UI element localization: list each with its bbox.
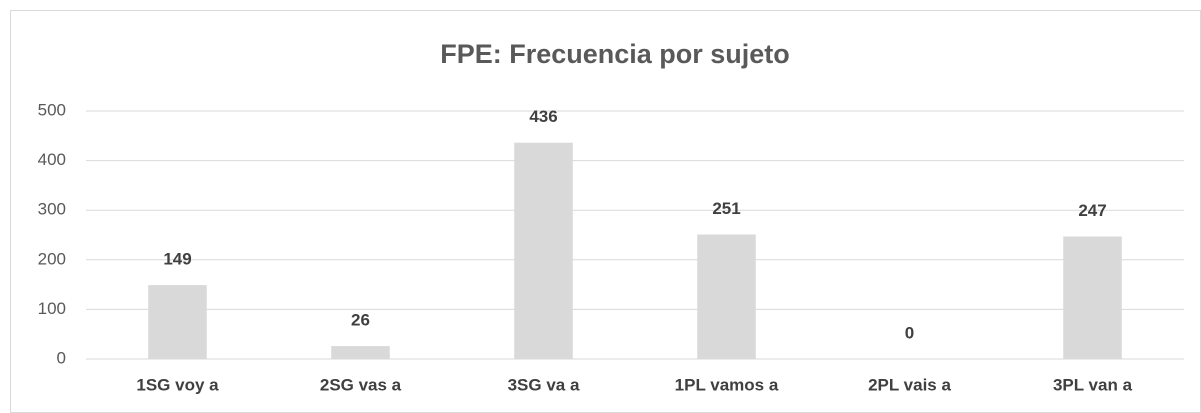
y-tick-label: 100: [38, 299, 66, 318]
bar: [697, 234, 756, 359]
y-tick-label: 0: [57, 348, 66, 367]
data-label: 149: [163, 250, 191, 269]
x-tick-label: 3PL van a: [1053, 375, 1133, 394]
y-tick-label: 500: [38, 100, 66, 119]
chart-border: [10, 10, 1201, 413]
x-tick-label: 1PL vamos a: [675, 375, 779, 394]
bar: [331, 346, 390, 359]
data-label: 26: [351, 311, 370, 330]
x-tick-label: 1SG voy a: [136, 375, 219, 394]
y-tick-label: 400: [38, 150, 66, 169]
data-label: 0: [905, 323, 914, 342]
bar: [148, 285, 207, 359]
data-label: 436: [529, 107, 557, 126]
data-label: 251: [712, 199, 740, 218]
y-tick-label: 300: [38, 200, 66, 219]
y-tick-label: 200: [38, 249, 66, 268]
bar: [1063, 236, 1122, 359]
x-tick-label: 3SG va a: [508, 375, 580, 394]
bar: [514, 142, 573, 359]
x-tick-label: 2PL vais a: [868, 375, 951, 394]
data-label: 247: [1078, 201, 1106, 220]
chart-title: FPE: Frecuencia por sujeto: [440, 39, 790, 69]
x-tick-label: 2SG vas a: [320, 375, 402, 394]
